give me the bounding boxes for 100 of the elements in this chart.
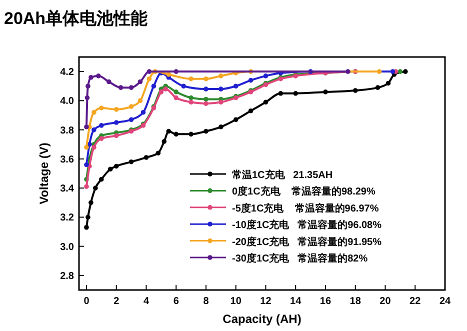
point — [174, 132, 178, 137]
point — [323, 90, 328, 94]
point — [163, 86, 168, 92]
chart-title: 20Ah单体电池性能 — [4, 9, 148, 28]
point — [128, 85, 134, 90]
legend-label: -30度1C充电 常温容量的82% — [232, 252, 368, 264]
point — [86, 84, 90, 89]
point — [174, 95, 178, 100]
point — [218, 124, 224, 130]
point — [106, 79, 112, 84]
point — [108, 166, 113, 172]
point — [233, 117, 238, 122]
y-tick-label: 3.0 — [60, 242, 74, 253]
point — [233, 84, 238, 89]
point — [144, 155, 149, 160]
point — [99, 176, 104, 182]
x-tick-label: 0 — [84, 296, 90, 307]
point — [162, 139, 167, 144]
x-tick-label: 4 — [143, 296, 150, 307]
legend-label: 常温1C充电 21.35AH — [232, 169, 333, 181]
y-tick-label: 2.8 — [60, 270, 74, 282]
point — [188, 76, 194, 82]
x-tick-label: 8 — [203, 296, 210, 307]
point — [96, 74, 101, 78]
y-tick-label: 4.0 — [60, 96, 74, 108]
point — [146, 69, 152, 74]
point — [158, 90, 164, 94]
point — [156, 150, 161, 156]
point — [84, 95, 90, 100]
point — [99, 106, 104, 110]
point — [114, 133, 119, 138]
point — [204, 101, 208, 106]
point — [218, 86, 224, 92]
point — [352, 88, 358, 93]
point — [188, 100, 194, 105]
point — [218, 100, 224, 105]
x-tick-label: 18 — [350, 296, 362, 307]
y-tick-label: 3.6 — [60, 154, 74, 166]
x-tick-label: 2 — [114, 296, 120, 307]
point — [181, 84, 186, 89]
point — [398, 69, 403, 74]
point — [204, 86, 208, 92]
x-tick-label: 12 — [260, 296, 272, 307]
x-tick-label: 16 — [320, 296, 332, 307]
point — [114, 164, 119, 169]
point — [204, 128, 208, 134]
y-axis-title: Voltage (V) — [37, 142, 51, 204]
x-axis-title: Capacity (AH) — [222, 312, 302, 326]
x-tick-label: 24 — [439, 296, 451, 307]
point — [146, 76, 152, 82]
point — [346, 69, 350, 74]
point — [84, 124, 89, 130]
point — [293, 91, 298, 96]
point — [375, 85, 380, 90]
point — [92, 110, 96, 115]
point — [92, 127, 96, 132]
y-tick-label: 3.8 — [60, 125, 74, 136]
point — [166, 72, 172, 77]
point — [114, 120, 119, 125]
point — [88, 74, 94, 80]
point — [118, 85, 124, 90]
y-tick-label: 3.4 — [60, 184, 74, 195]
point — [86, 214, 90, 220]
point — [204, 76, 208, 82]
point — [84, 162, 89, 168]
point — [248, 108, 254, 114]
x-tick-label: 10 — [230, 296, 242, 307]
point — [188, 132, 194, 137]
point — [138, 79, 143, 84]
point — [263, 74, 268, 78]
point — [93, 186, 98, 190]
x-tick-label: 22 — [410, 296, 422, 307]
point — [278, 91, 284, 96]
point — [88, 200, 94, 206]
legend-label: -5度1C充电 常温容量的96.97% — [232, 202, 379, 214]
point — [166, 128, 172, 134]
legend-label: -20度1C充电 常温容量的91.95% — [232, 236, 382, 248]
point — [151, 84, 156, 89]
point — [174, 69, 178, 74]
x-tick-label: 14 — [290, 296, 302, 307]
legend-label: 0度1C充电 常温容量的98.29% — [232, 186, 376, 198]
point — [386, 80, 391, 86]
point — [390, 69, 396, 74]
point — [138, 98, 143, 104]
point — [376, 69, 382, 74]
point — [174, 90, 178, 94]
point — [140, 110, 146, 115]
point — [128, 117, 134, 122]
point — [84, 224, 89, 230]
point — [218, 74, 224, 78]
point — [248, 78, 254, 83]
point — [128, 159, 134, 164]
point — [84, 144, 89, 150]
point — [92, 144, 96, 150]
point — [263, 100, 268, 105]
point — [403, 69, 408, 74]
x-tick-label: 6 — [173, 296, 180, 307]
point — [84, 184, 89, 190]
point — [204, 96, 208, 102]
point — [188, 95, 194, 100]
